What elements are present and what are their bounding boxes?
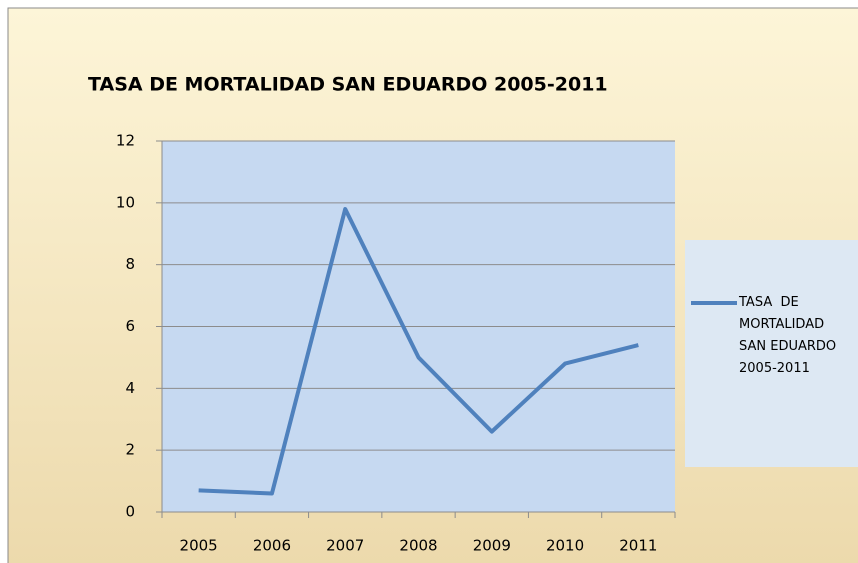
line-series [198, 207, 639, 496]
y-tick-label: 0 [125, 503, 135, 521]
x-tick-label: 2008 [399, 537, 437, 555]
y-tick-label: 2 [125, 441, 135, 459]
y-tick-label: 6 [125, 317, 135, 335]
y-tick-label: 12 [116, 132, 135, 150]
x-tick-label: 2011 [619, 537, 657, 555]
chart-title: TASA DE MORTALIDAD SAN EDUARDO 2005-2011 [88, 74, 608, 96]
legend-label: TASA DE MORTALIDAD SAN EDUARDO 2005-2011 [739, 295, 841, 376]
x-tick-label: 2009 [473, 537, 511, 555]
y-tick-label: 10 [116, 193, 135, 211]
x-tick-label: 2006 [253, 537, 291, 555]
x-tick-label: 2005 [180, 537, 218, 555]
x-tick-label: 2010 [546, 537, 584, 555]
legend-swatch [691, 301, 737, 305]
x-tick-label: 2007 [326, 537, 364, 555]
legend: TASA DE MORTALIDAD SAN EDUARDO 2005-2011 [685, 240, 858, 467]
y-tick-label: 4 [125, 379, 135, 397]
y-tick-label: 8 [125, 255, 135, 273]
